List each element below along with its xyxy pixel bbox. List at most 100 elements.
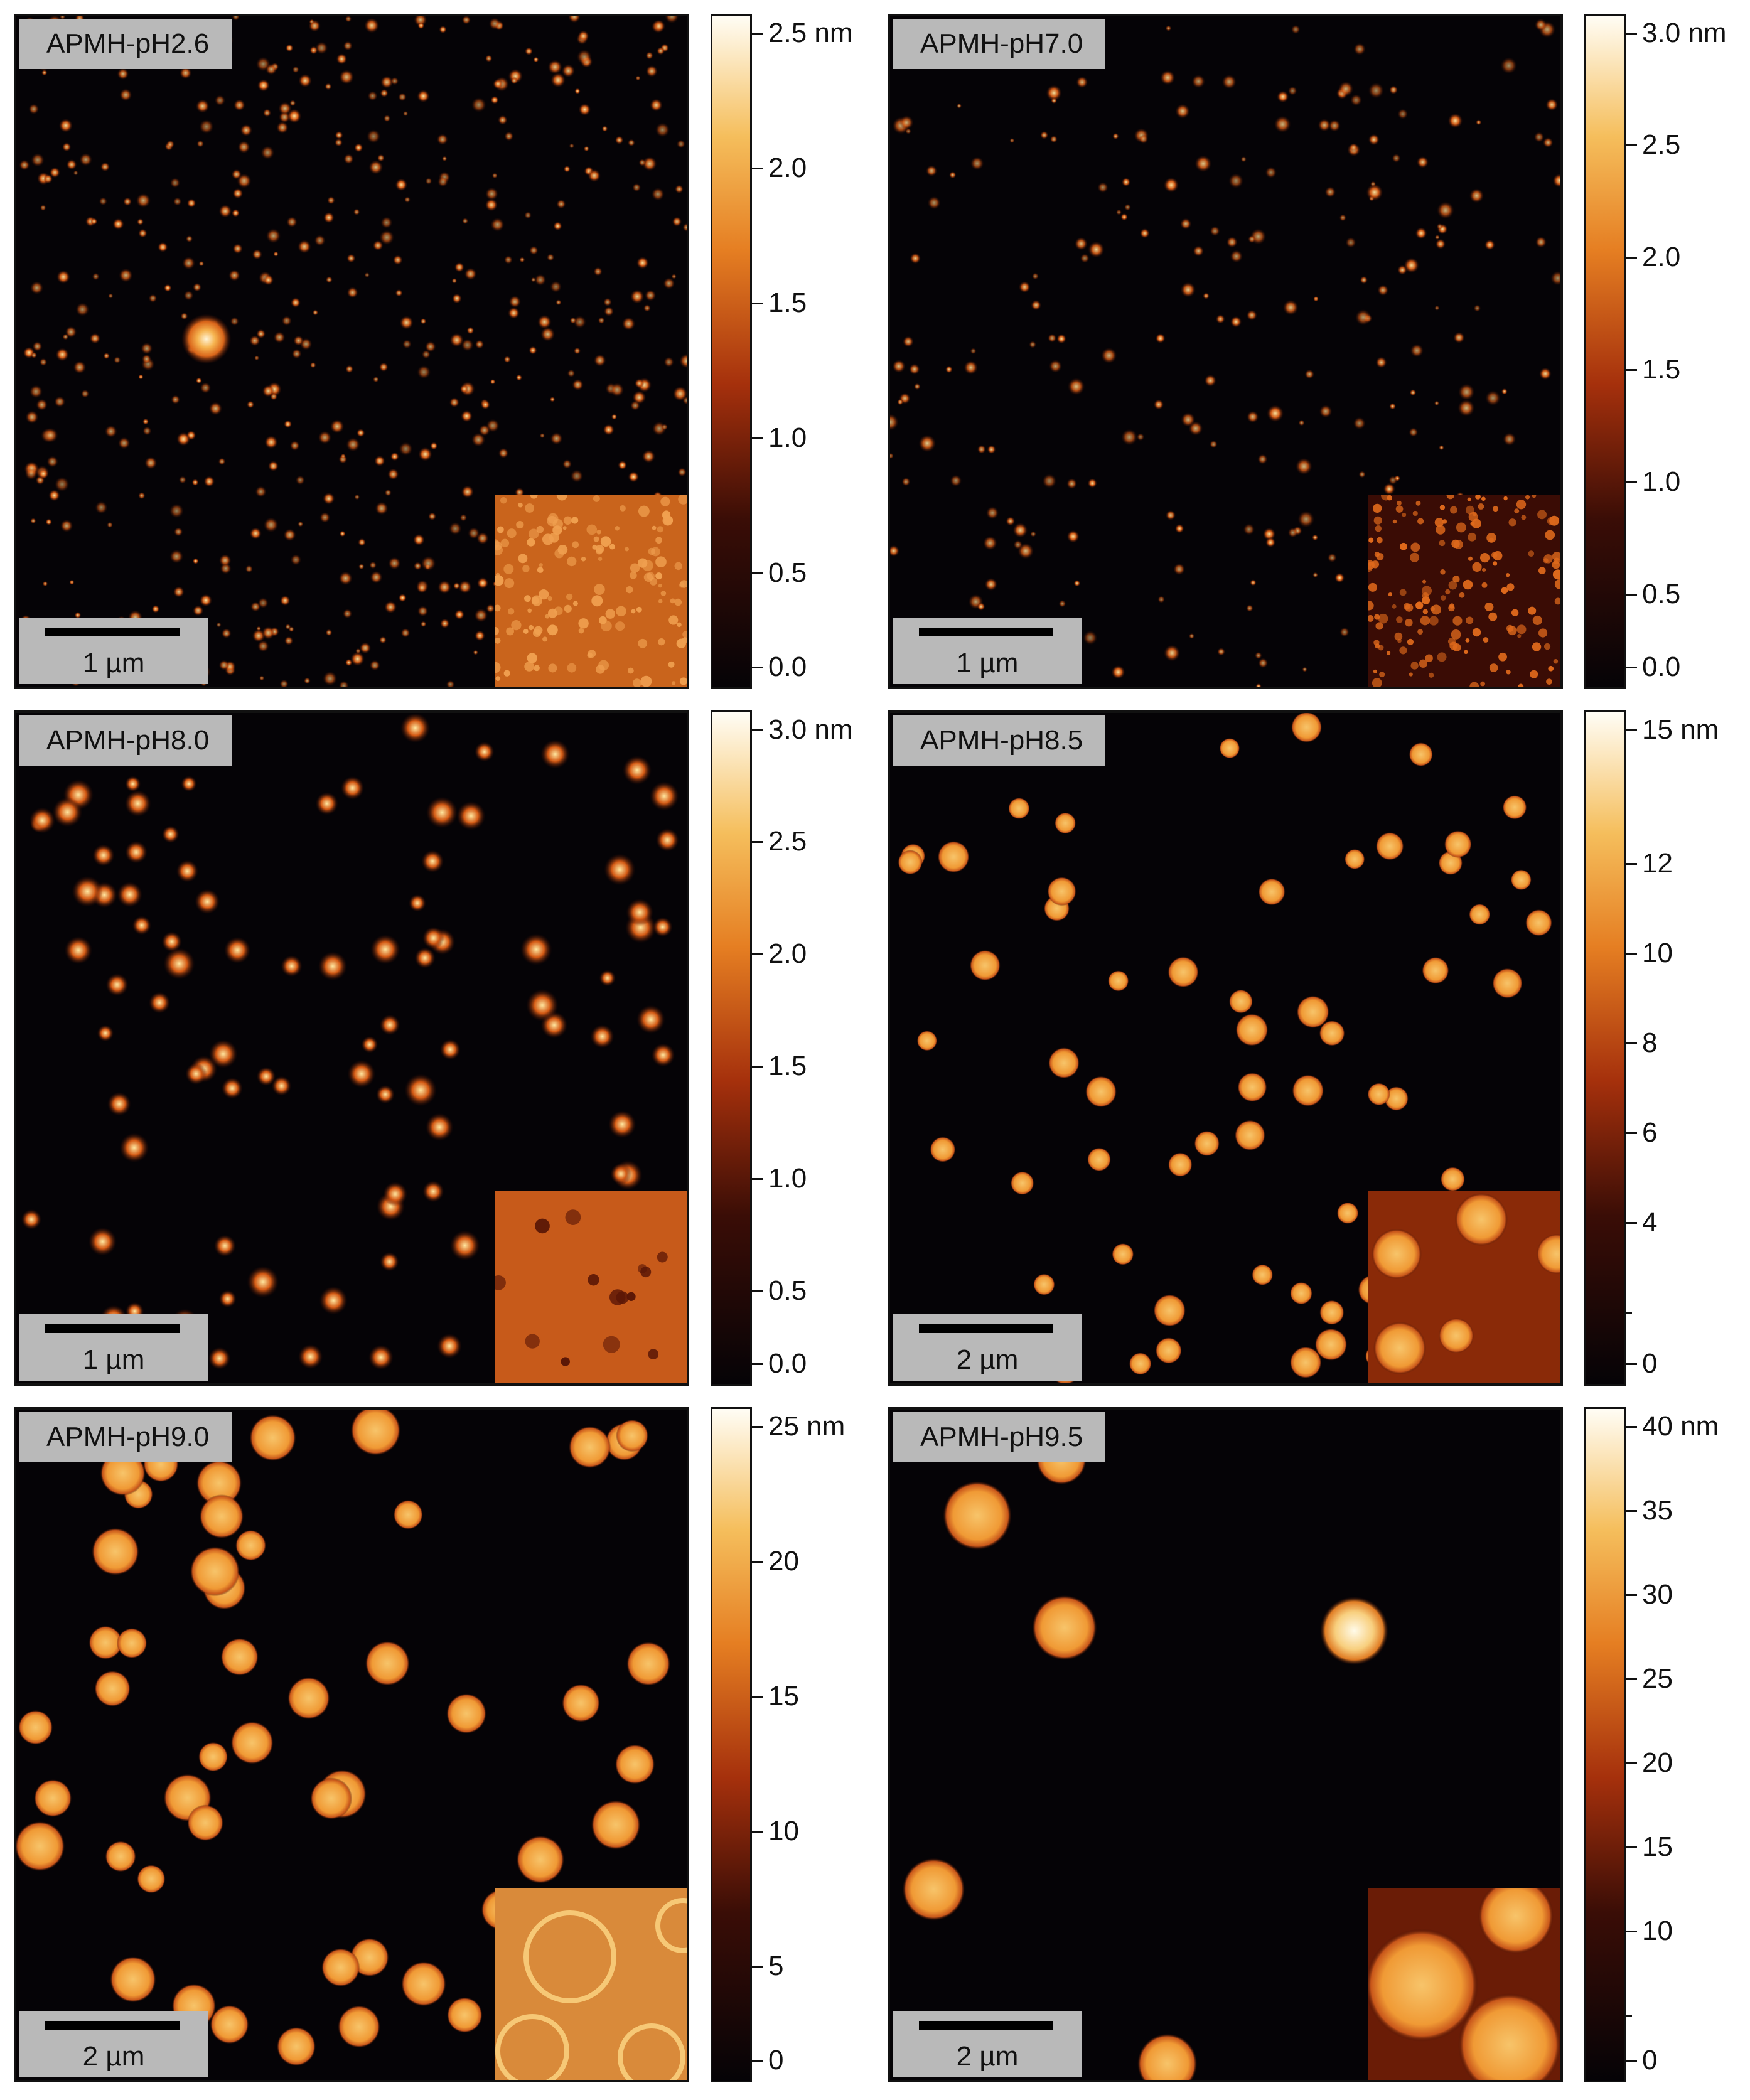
surface-feature (199, 119, 214, 134)
surface-feature (503, 255, 513, 264)
surface-feature (193, 605, 204, 616)
surface-feature (273, 331, 286, 343)
surface-feature (1226, 236, 1238, 248)
surface-feature (398, 92, 407, 102)
surface-feature (399, 442, 413, 456)
surface-feature (1492, 561, 1498, 566)
surface-feature (404, 196, 411, 203)
surface-feature (569, 143, 574, 149)
scale-bar-label: 2 µm (82, 2041, 145, 2072)
surface-feature (350, 1410, 401, 1455)
surface-feature (48, 490, 60, 501)
surface-feature (1066, 530, 1080, 543)
surface-feature (1355, 309, 1372, 326)
surface-feature (424, 341, 436, 353)
surface-feature (439, 618, 450, 629)
surface-feature (1537, 1234, 1560, 1274)
surface-feature (1048, 1047, 1080, 1079)
colorbar-tick-label: 1.5 (1642, 354, 1681, 385)
surface-feature (107, 1092, 131, 1116)
surface-feature (181, 314, 232, 364)
surface-feature (1010, 1171, 1034, 1195)
surface-feature (1230, 316, 1242, 328)
colorbar (711, 14, 752, 689)
surface-feature (148, 294, 158, 303)
surface-feature (1368, 1929, 1478, 2042)
surface-feature (561, 64, 576, 78)
surface-feature (1112, 1243, 1134, 1265)
surface-feature (1482, 567, 1486, 572)
surface-feature (174, 527, 183, 537)
surface-feature (890, 453, 894, 459)
surface-feature (1049, 360, 1062, 373)
surface-feature (399, 316, 414, 329)
surface-feature (682, 396, 687, 405)
surface-feature (439, 1039, 461, 1060)
surface-feature (353, 208, 360, 215)
scale-bar-label: 1 µm (956, 648, 1019, 678)
surface-feature (1550, 271, 1560, 286)
surface-feature (1353, 43, 1366, 55)
surface-feature (593, 267, 603, 276)
surface-feature (293, 335, 304, 346)
surface-feature (549, 397, 556, 402)
surface-feature (524, 212, 532, 219)
surface-feature (468, 527, 480, 540)
surface-feature (516, 520, 524, 529)
surface-feature (1017, 543, 1034, 559)
surface-feature (330, 419, 345, 434)
surface-feature (536, 525, 544, 533)
colorbar-tick-label: 8 (1642, 1027, 1658, 1058)
surface-feature (263, 517, 279, 533)
surface-feature (1080, 254, 1090, 264)
surface-feature (401, 1961, 446, 2006)
surface-feature (105, 973, 129, 997)
surface-feature (503, 564, 514, 574)
surface-feature (1252, 1264, 1273, 1285)
surface-feature (1047, 877, 1076, 906)
scale-bar-line (919, 1324, 1053, 1333)
surface-feature (1442, 519, 1447, 524)
surface-feature (319, 512, 331, 523)
panel-label: APMH-pH2.6 (19, 19, 232, 69)
surface-feature (1449, 641, 1458, 650)
surface-feature (1287, 86, 1297, 95)
surface-feature (916, 1031, 937, 1051)
surface-feature (25, 410, 39, 424)
surface-feature (279, 679, 289, 687)
surface-feature (590, 1024, 615, 1049)
surface-feature (524, 595, 531, 603)
surface-feature (600, 536, 611, 547)
surface-feature (66, 159, 77, 170)
surface-feature (1339, 627, 1350, 637)
surface-feature (1108, 970, 1129, 992)
surface-feature (495, 540, 502, 551)
surface-feature (1521, 515, 1527, 520)
colorbar-tick-label: 0.5 (768, 1275, 807, 1306)
surface-feature (1215, 314, 1225, 324)
colorbar-tick-label: 10 (1642, 1915, 1673, 1946)
surface-feature (604, 306, 614, 317)
surface-feature (518, 554, 528, 564)
surface-feature (615, 526, 620, 531)
surface-feature (1230, 250, 1243, 263)
surface-feature (576, 49, 592, 65)
surface-feature (218, 1290, 237, 1308)
surface-feature (1448, 604, 1455, 612)
surface-feature (665, 16, 679, 24)
surface-feature (346, 437, 360, 452)
surface-feature (287, 109, 302, 124)
surface-feature (173, 586, 185, 597)
surface-feature (476, 577, 489, 589)
surface-feature (525, 47, 533, 56)
surface-feature (1319, 405, 1333, 418)
surface-feature (400, 628, 411, 638)
surface-feature (108, 293, 114, 299)
surface-feature (1415, 601, 1424, 609)
surface-feature (937, 841, 970, 873)
surface-feature (508, 296, 521, 308)
surface-feature (495, 626, 499, 636)
surface-feature (339, 530, 346, 537)
surface-feature (626, 1642, 670, 1686)
surface-feature (527, 653, 537, 663)
